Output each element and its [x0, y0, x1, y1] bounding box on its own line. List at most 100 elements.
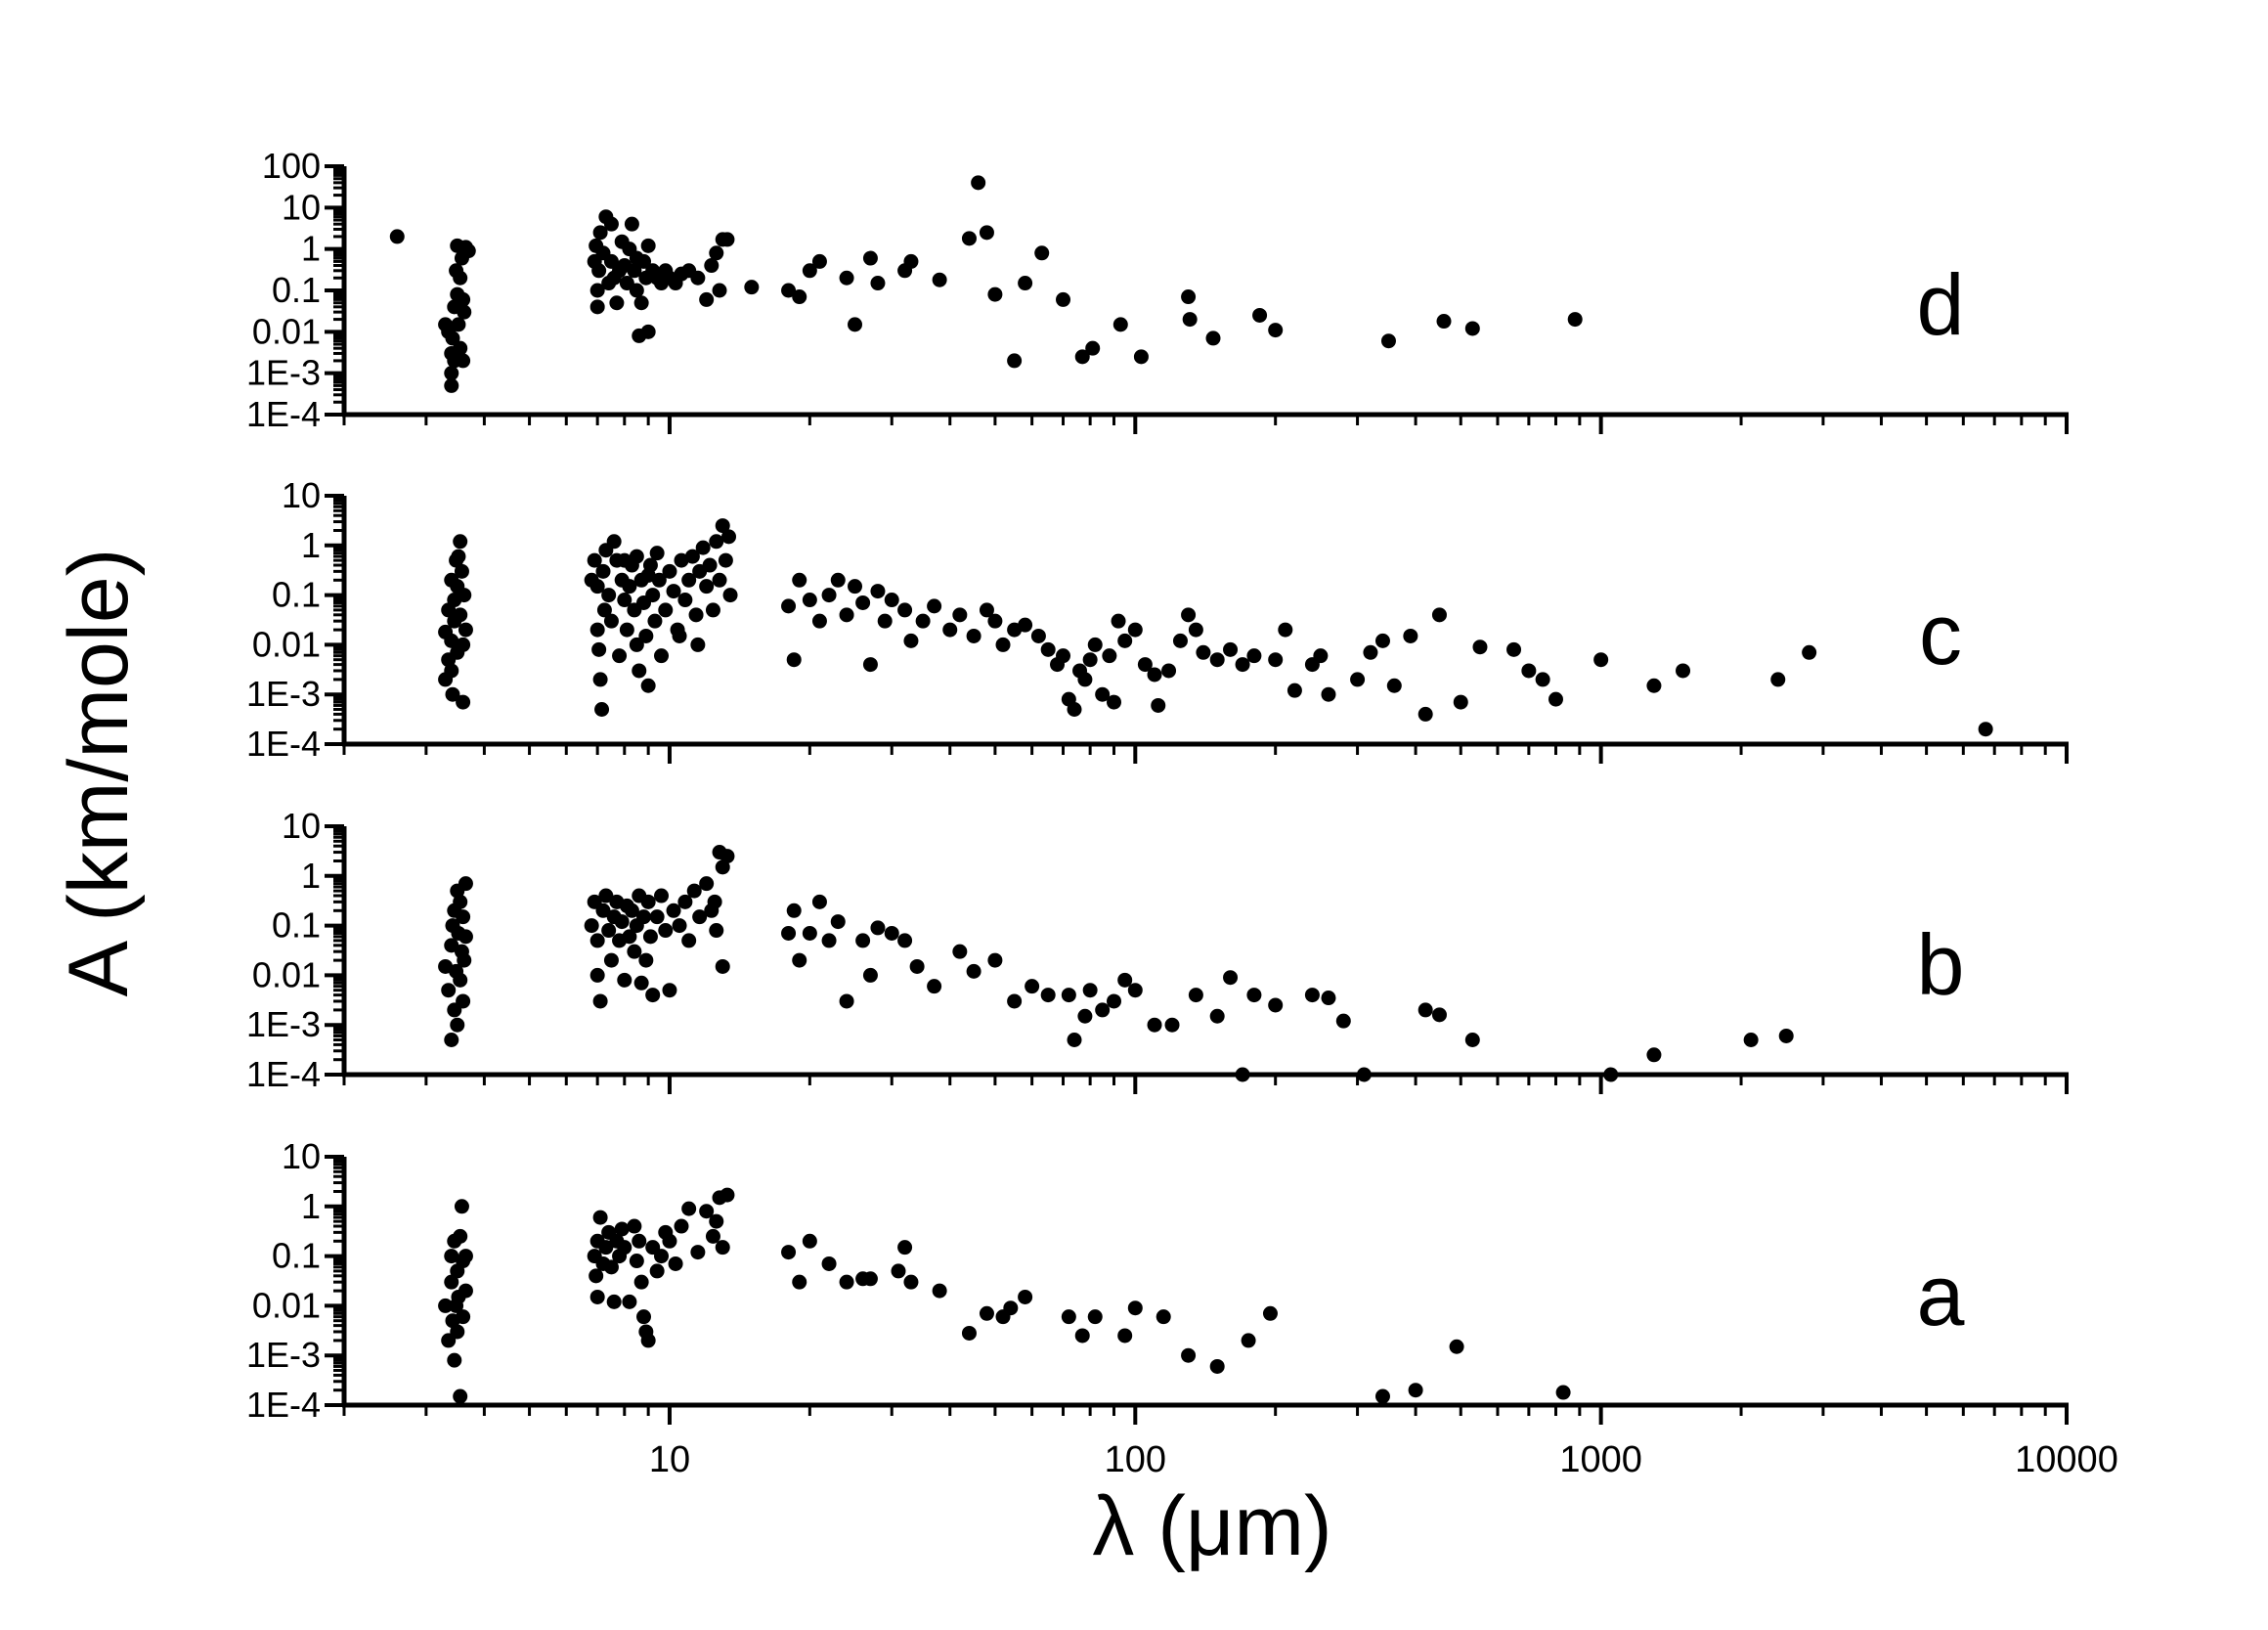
data-point — [1321, 686, 1336, 702]
data-point — [1067, 701, 1082, 717]
data-point — [1209, 1358, 1225, 1374]
data-point — [451, 549, 466, 564]
data-point — [589, 622, 605, 638]
data-point — [1223, 641, 1239, 657]
data-point — [666, 903, 681, 918]
data-point — [811, 253, 827, 269]
data-point — [870, 584, 886, 599]
data-point — [1209, 1008, 1225, 1024]
data-point — [1040, 988, 1056, 1003]
data-point — [1567, 312, 1583, 328]
data-point — [589, 967, 605, 983]
data-point — [584, 918, 599, 934]
data-point — [668, 1256, 683, 1271]
data-point — [690, 1245, 706, 1260]
data-point — [1077, 1008, 1093, 1024]
data-point — [450, 1017, 465, 1033]
data-point — [705, 1228, 720, 1244]
data-point — [1449, 1339, 1464, 1354]
data-point — [589, 299, 605, 315]
data-point — [622, 579, 637, 595]
data-point — [458, 929, 473, 945]
data-point — [658, 602, 674, 618]
y-tick-label: 1E-3 — [246, 1004, 321, 1044]
data-point — [802, 263, 817, 279]
data-point — [458, 1283, 473, 1299]
data-point — [870, 276, 886, 291]
y-tick-label: 1E-3 — [246, 353, 321, 393]
y-tick-label: 1 — [301, 229, 321, 269]
data-point — [645, 988, 661, 1003]
data-point — [1067, 1032, 1082, 1047]
data-point — [662, 983, 677, 998]
data-point — [744, 280, 760, 295]
data-point — [654, 648, 670, 664]
data-point — [457, 304, 472, 320]
data-point — [633, 975, 649, 991]
data-point — [1188, 622, 1203, 638]
data-point — [1356, 1067, 1372, 1082]
data-point — [966, 628, 981, 643]
data-point — [457, 952, 472, 968]
y-tick-label: 0.1 — [272, 1236, 321, 1276]
data-point — [1018, 276, 1033, 291]
data-point — [966, 963, 981, 979]
data-point — [589, 579, 605, 595]
data-point — [821, 1256, 837, 1271]
data-point — [666, 584, 681, 599]
data-point — [444, 366, 459, 381]
data-point — [614, 914, 630, 930]
data-point — [720, 529, 736, 545]
y-tick-label: 10 — [282, 475, 321, 515]
data-point — [1082, 983, 1098, 998]
data-point — [1205, 330, 1221, 346]
data-point — [456, 909, 471, 925]
y-axis-title: A (km/mole) — [52, 549, 146, 997]
data-point — [705, 602, 720, 618]
data-point — [1464, 321, 1480, 336]
data-point — [649, 909, 665, 925]
data-point — [855, 933, 871, 948]
data-point — [1085, 340, 1101, 356]
data-point — [636, 1309, 652, 1325]
data-point — [457, 588, 472, 603]
data-point — [1472, 639, 1488, 655]
data-point — [699, 1204, 715, 1219]
data-point — [709, 1213, 724, 1229]
data-point — [862, 657, 878, 673]
data-point — [456, 637, 471, 652]
data-point — [1521, 663, 1537, 679]
data-point — [632, 663, 647, 679]
data-point — [438, 1298, 454, 1313]
y-tick-label: 0.01 — [252, 1285, 321, 1325]
data-point — [450, 1324, 465, 1340]
data-point — [1151, 697, 1166, 713]
data-point — [987, 613, 1003, 629]
data-point — [1181, 1347, 1197, 1363]
data-point — [699, 876, 715, 892]
data-point — [1304, 988, 1320, 1003]
data-point — [942, 622, 958, 638]
data-point — [638, 628, 654, 643]
data-point — [830, 914, 846, 930]
data-point — [909, 958, 925, 974]
data-point — [587, 552, 602, 568]
data-point — [1418, 706, 1433, 722]
data-point — [952, 944, 968, 959]
data-point — [1056, 291, 1071, 307]
data-point — [722, 588, 738, 603]
data-point — [1056, 648, 1071, 664]
data-point — [684, 549, 700, 564]
data-point — [601, 923, 617, 939]
data-point — [862, 967, 878, 983]
data-point — [987, 286, 1003, 302]
data-point — [1802, 644, 1817, 660]
data-point — [1431, 1007, 1447, 1023]
data-point — [617, 552, 632, 568]
data-point — [654, 888, 670, 903]
data-point — [1074, 349, 1090, 365]
data-point — [1147, 667, 1162, 683]
y-tick-label: 0.01 — [252, 624, 321, 664]
data-point — [1241, 1333, 1256, 1348]
data-point — [699, 291, 715, 307]
